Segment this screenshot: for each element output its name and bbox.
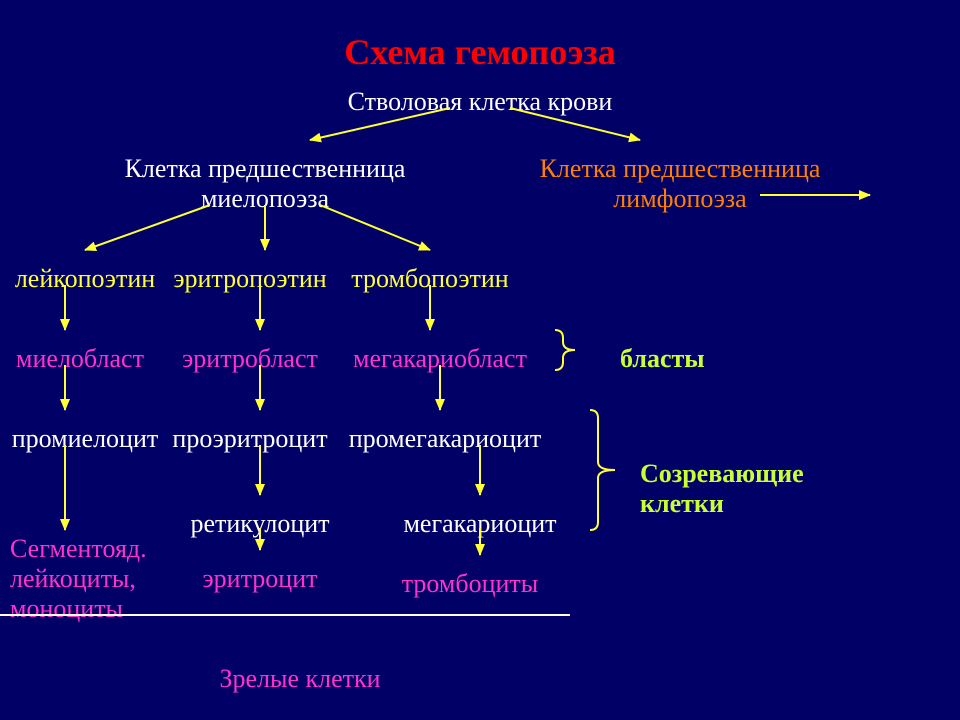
label-prec_myelo_l1: Клетка предшественница bbox=[125, 155, 406, 184]
label-segm_l2: лейкоциты, bbox=[10, 565, 136, 594]
label-erythrop: эритропоэтин bbox=[173, 265, 326, 294]
label-matur_l1: Созревающие bbox=[640, 460, 804, 489]
label-myeloblast: миелобласт bbox=[16, 345, 144, 374]
label-leukop: лейкопоэтин bbox=[15, 265, 155, 294]
label-prec_lymph_l1: Клетка предшественница bbox=[540, 155, 821, 184]
label-megakaryobl: мегакариобласт bbox=[353, 345, 527, 374]
label-thrombocyte: тромбоциты bbox=[402, 570, 539, 599]
label-prec_lymph_l2: лимфопоэза bbox=[613, 185, 746, 214]
label-erythroblast: эритробласт bbox=[182, 345, 318, 374]
brace bbox=[555, 330, 575, 370]
brace bbox=[590, 410, 615, 530]
arrow bbox=[85, 205, 210, 250]
label-segm_l1: Сегментояд. bbox=[10, 535, 147, 564]
arrow bbox=[320, 205, 430, 250]
label-promyelo: промиелоцит bbox=[12, 425, 159, 454]
label-root: Стволовая клетка крови bbox=[348, 88, 613, 117]
label-prec_myelo_l2: миелопоэза bbox=[201, 185, 329, 214]
label-erythrocyte: эритроцит bbox=[203, 565, 318, 594]
label-matur_l2: клетки bbox=[640, 490, 724, 519]
label-title: Схема гемопоэза bbox=[344, 33, 615, 73]
label-mature: Зрелые клетки bbox=[219, 665, 380, 694]
label-blasts_label: бласты bbox=[620, 345, 705, 374]
label-promegak: промегакариоцит bbox=[349, 425, 542, 454]
label-reticulo: ретикулоцит bbox=[190, 510, 329, 539]
label-megakaryo: мегакариоцит bbox=[403, 510, 556, 539]
label-thrombop: тромбопоэтин bbox=[351, 265, 508, 294]
label-segm_l3: моноциты bbox=[10, 595, 123, 624]
label-proerythro: проэритроцит bbox=[172, 425, 327, 454]
